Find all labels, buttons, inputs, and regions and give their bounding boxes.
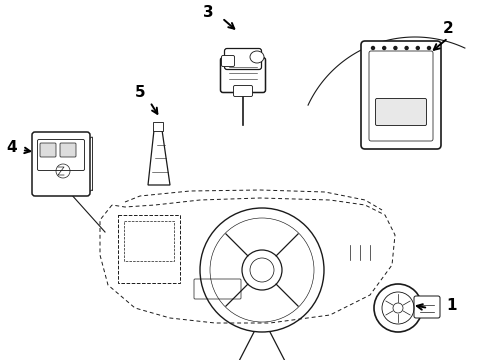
FancyBboxPatch shape <box>224 49 262 69</box>
Circle shape <box>405 46 408 50</box>
Ellipse shape <box>250 51 264 63</box>
Bar <box>118 215 180 283</box>
FancyBboxPatch shape <box>221 55 235 67</box>
FancyBboxPatch shape <box>414 296 440 318</box>
FancyBboxPatch shape <box>369 51 433 141</box>
FancyBboxPatch shape <box>361 41 441 149</box>
Circle shape <box>371 46 374 50</box>
Text: 4: 4 <box>7 140 17 154</box>
Text: 1: 1 <box>447 297 457 312</box>
FancyBboxPatch shape <box>38 140 84 171</box>
FancyBboxPatch shape <box>375 99 426 126</box>
Circle shape <box>416 46 419 50</box>
FancyBboxPatch shape <box>40 143 56 157</box>
Text: 2: 2 <box>442 21 453 36</box>
FancyBboxPatch shape <box>32 132 90 196</box>
Circle shape <box>427 46 431 50</box>
Text: 5: 5 <box>135 85 146 99</box>
Circle shape <box>394 46 397 50</box>
FancyBboxPatch shape <box>60 143 76 157</box>
Text: 3: 3 <box>203 5 213 19</box>
FancyBboxPatch shape <box>220 58 266 93</box>
FancyBboxPatch shape <box>194 279 241 299</box>
Bar <box>124 221 174 261</box>
FancyBboxPatch shape <box>234 86 252 96</box>
Bar <box>153 122 163 131</box>
Circle shape <box>383 46 386 50</box>
